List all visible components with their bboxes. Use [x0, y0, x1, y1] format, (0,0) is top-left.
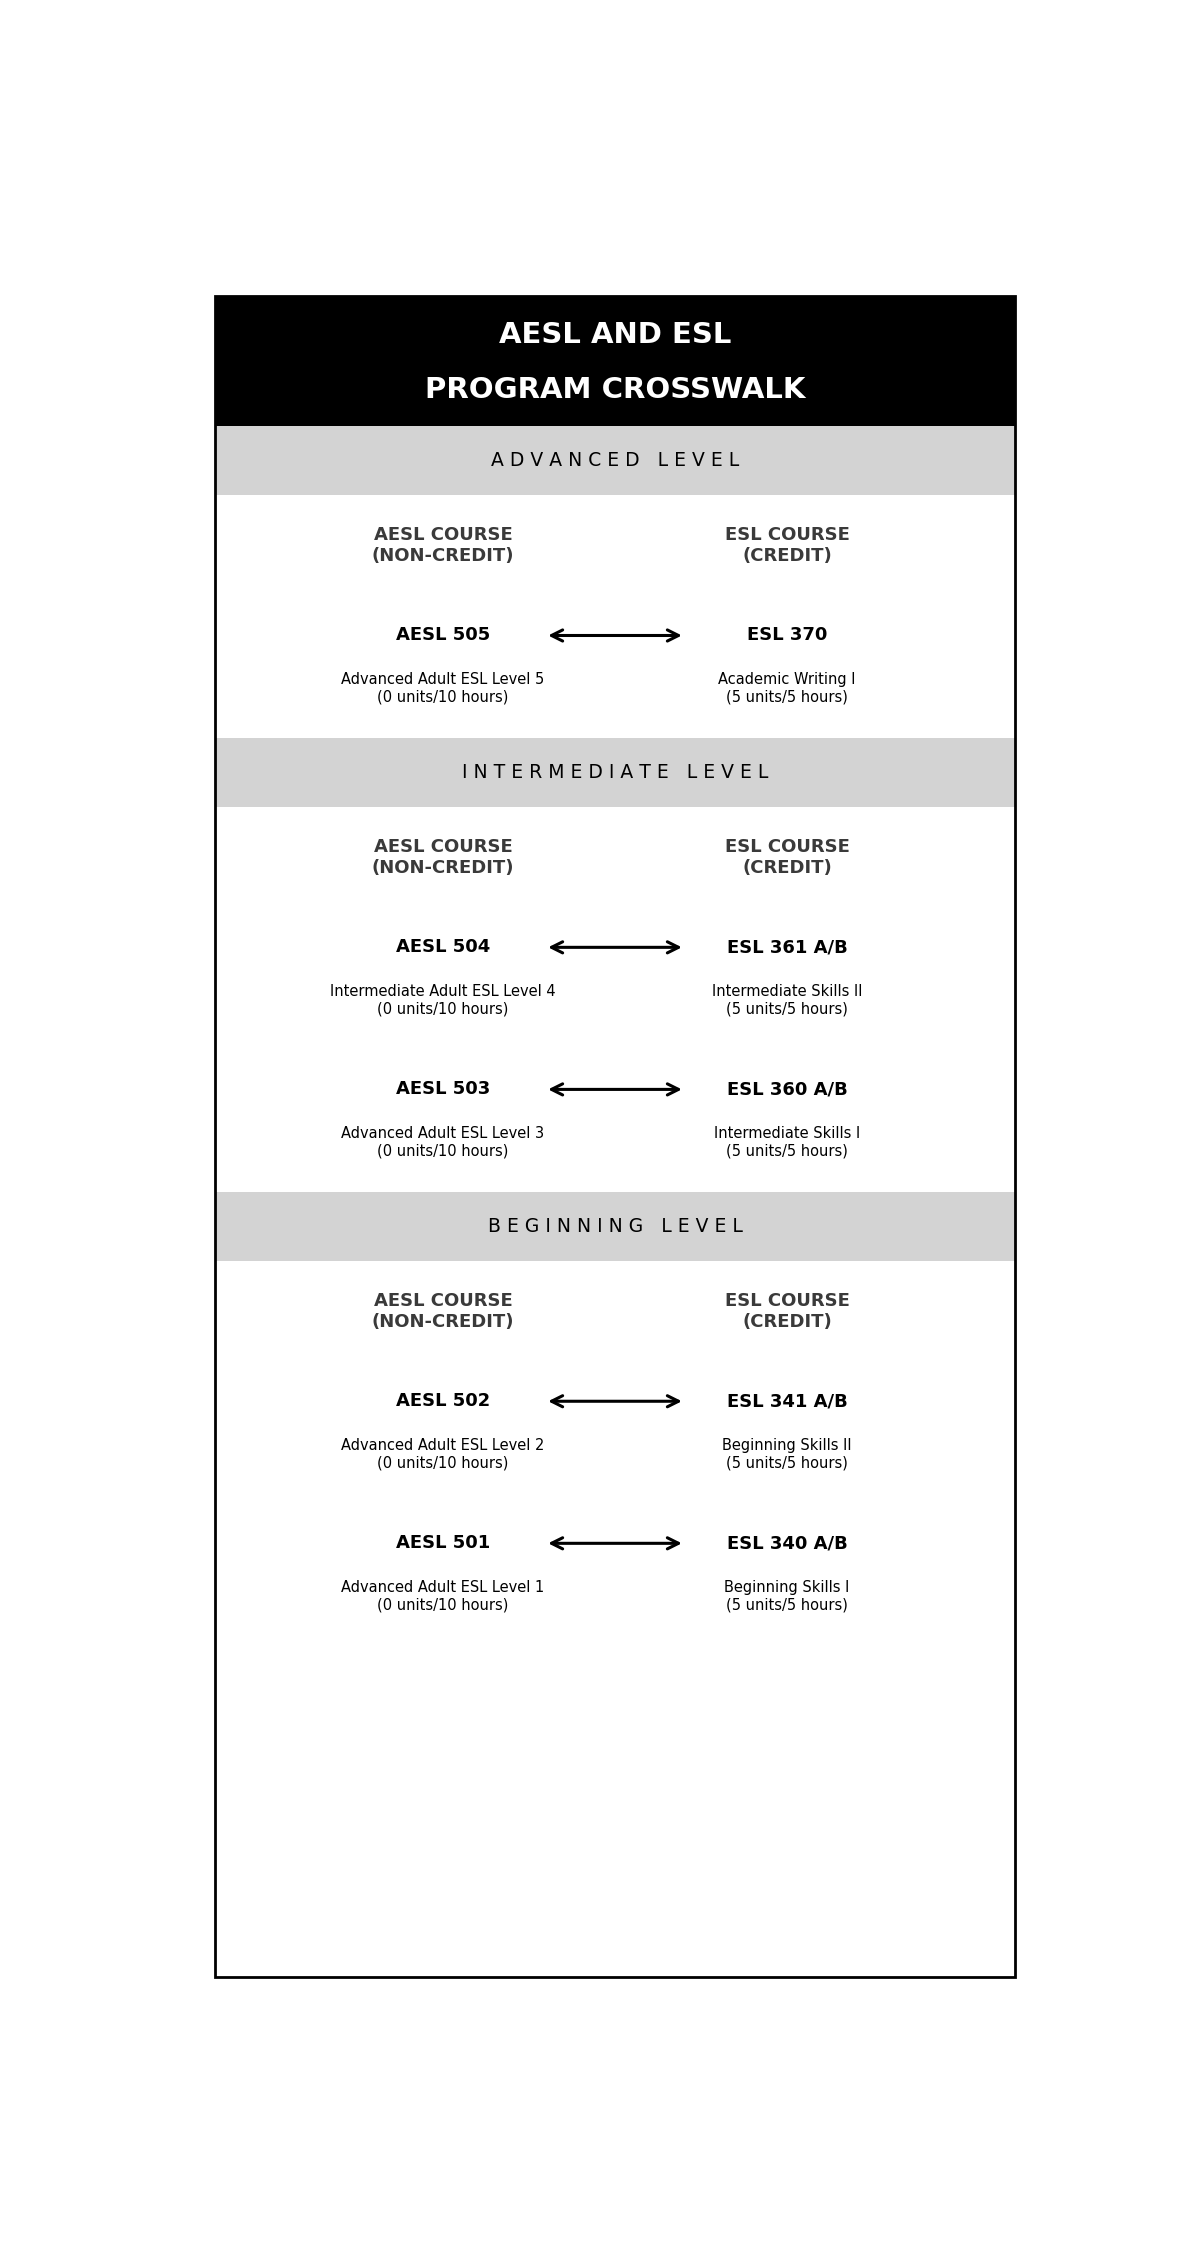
Bar	[215, 738, 1015, 808]
Bar	[215, 297, 1015, 425]
Text: Advanced Adult ESL Level 1
(0 units/10 hours): Advanced Adult ESL Level 1 (0 units/10 h…	[342, 1580, 545, 1611]
Text: ESL 341 A/B: ESL 341 A/B	[726, 1393, 847, 1411]
Text: Academic Writing I
(5 units/5 hours): Academic Writing I (5 units/5 hours)	[719, 673, 856, 704]
Text: ESL 360 A/B: ESL 360 A/B	[726, 1080, 847, 1098]
Text: AESL 503: AESL 503	[396, 1080, 490, 1098]
Text: AESL COURSE
(NON-CREDIT): AESL COURSE (NON-CREDIT)	[372, 837, 515, 878]
Text: Intermediate Skills I
(5 units/5 hours): Intermediate Skills I (5 units/5 hours)	[714, 1125, 860, 1159]
Text: AESL 505: AESL 505	[396, 626, 490, 643]
Text: Advanced Adult ESL Level 3
(0 units/10 hours): Advanced Adult ESL Level 3 (0 units/10 h…	[342, 1125, 545, 1159]
Text: ESL COURSE
(CREDIT): ESL COURSE (CREDIT)	[725, 1292, 850, 1330]
Text: AESL 504: AESL 504	[396, 938, 490, 956]
Text: AESL AND ESL: AESL AND ESL	[499, 322, 731, 349]
Text: AESL 502: AESL 502	[396, 1393, 490, 1411]
Bar	[215, 1192, 1015, 1260]
Text: ESL COURSE
(CREDIT): ESL COURSE (CREDIT)	[725, 837, 850, 878]
Text: ESL 370: ESL 370	[746, 626, 827, 643]
Text: Beginning Skills I
(5 units/5 hours): Beginning Skills I (5 units/5 hours)	[725, 1580, 850, 1611]
Text: Intermediate Skills II
(5 units/5 hours): Intermediate Skills II (5 units/5 hours)	[712, 983, 863, 1017]
Text: AESL COURSE
(NON-CREDIT): AESL COURSE (NON-CREDIT)	[372, 526, 515, 565]
Text: I N T E R M E D I A T E   L E V E L: I N T E R M E D I A T E L E V E L	[462, 763, 768, 783]
Text: ESL COURSE
(CREDIT): ESL COURSE (CREDIT)	[725, 526, 850, 565]
Text: AESL 501: AESL 501	[396, 1535, 490, 1552]
Text: PROGRAM CROSSWALK: PROGRAM CROSSWALK	[425, 376, 805, 403]
Text: ESL 361 A/B: ESL 361 A/B	[726, 938, 847, 956]
Text: AESL COURSE
(NON-CREDIT): AESL COURSE (NON-CREDIT)	[372, 1292, 515, 1330]
Text: Intermediate Adult ESL Level 4
(0 units/10 hours): Intermediate Adult ESL Level 4 (0 units/…	[330, 983, 556, 1017]
Text: B E G I N N I N G   L E V E L: B E G I N N I N G L E V E L	[487, 1217, 743, 1235]
Text: Advanced Adult ESL Level 5
(0 units/10 hours): Advanced Adult ESL Level 5 (0 units/10 h…	[342, 673, 545, 704]
Text: Beginning Skills II
(5 units/5 hours): Beginning Skills II (5 units/5 hours)	[722, 1438, 852, 1469]
Bar	[215, 297, 1015, 1976]
Bar	[215, 425, 1015, 495]
Text: A D V A N C E D   L E V E L: A D V A N C E D L E V E L	[491, 450, 739, 470]
Text: ESL 340 A/B: ESL 340 A/B	[726, 1535, 847, 1552]
Text: Advanced Adult ESL Level 2
(0 units/10 hours): Advanced Adult ESL Level 2 (0 units/10 h…	[341, 1438, 545, 1469]
